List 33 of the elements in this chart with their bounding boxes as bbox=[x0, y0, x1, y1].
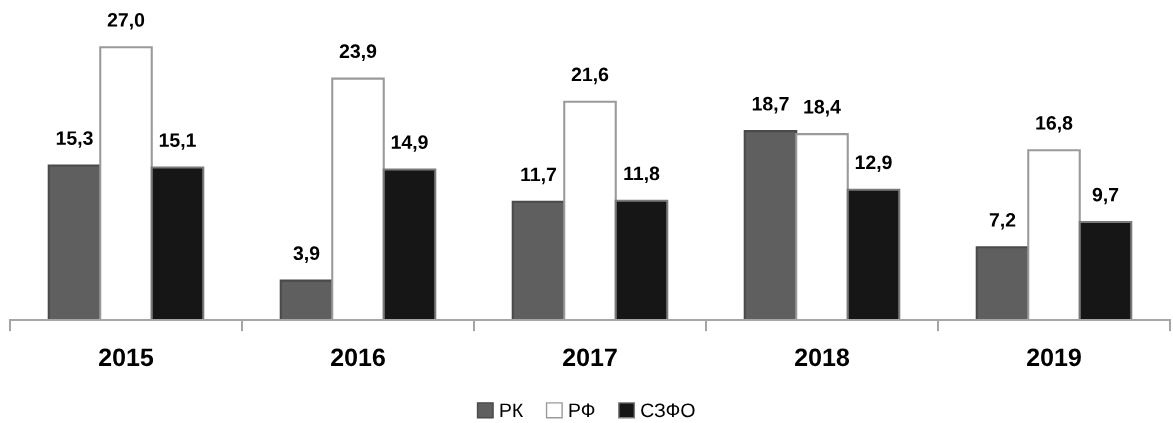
data-label: 18,4 bbox=[804, 99, 841, 117]
data-label: 12,9 bbox=[855, 155, 892, 173]
bar bbox=[975, 246, 1030, 320]
data-label: 11,8 bbox=[624, 166, 660, 184]
bar bbox=[47, 164, 102, 320]
data-label: 15,1 bbox=[159, 133, 196, 150]
x-tick-label: 2017 bbox=[563, 348, 617, 367]
bar bbox=[382, 168, 437, 320]
legend-label: РФ bbox=[569, 403, 595, 418]
data-label: 11,7 bbox=[521, 167, 557, 185]
data-label: 18,7 bbox=[752, 96, 789, 114]
x-tick-label: 2016 bbox=[331, 348, 385, 367]
x-tick-label: 2019 bbox=[1027, 348, 1081, 367]
data-label: 14,9 bbox=[391, 135, 428, 152]
x-tick-label: 2018 bbox=[795, 348, 850, 367]
data-label: 9,7 bbox=[1092, 187, 1119, 205]
data-label: 7,2 bbox=[989, 212, 1016, 230]
bar bbox=[743, 130, 798, 320]
data-label: 15,3 bbox=[56, 131, 93, 148]
bar bbox=[279, 279, 334, 320]
bar bbox=[511, 200, 566, 320]
data-label: 3,9 bbox=[293, 246, 320, 263]
data-label: 23,9 bbox=[339, 44, 377, 61]
legend-label: СЗФО bbox=[641, 403, 695, 418]
data-label: 27,0 bbox=[107, 12, 145, 30]
x-tick-label: 2015 bbox=[99, 348, 154, 367]
bar bbox=[614, 199, 669, 320]
data-label: 16,8 bbox=[1036, 116, 1073, 133]
data-label: 21,6 bbox=[571, 67, 609, 85]
bar bbox=[846, 188, 901, 320]
legend-label: РК bbox=[500, 403, 524, 418]
bar bbox=[150, 166, 205, 320]
bar bbox=[1078, 220, 1133, 320]
